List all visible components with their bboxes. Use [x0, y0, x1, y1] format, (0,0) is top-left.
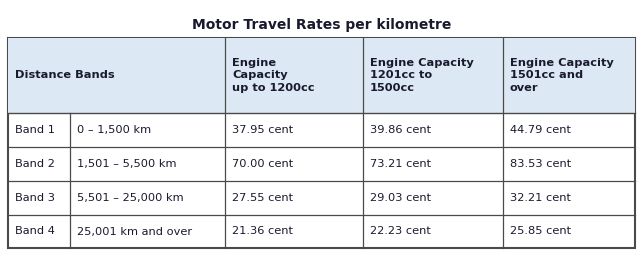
Text: 5,501 – 25,000 km: 5,501 – 25,000 km	[77, 193, 184, 203]
Text: 39.86 cent: 39.86 cent	[370, 125, 431, 135]
Bar	[8, 38, 635, 248]
Text: Engine Capacity
1501cc and
over: Engine Capacity 1501cc and over	[510, 58, 614, 93]
Text: 29.03 cent: 29.03 cent	[370, 193, 431, 203]
Text: 27.55 cent: 27.55 cent	[232, 193, 293, 203]
Text: 21.36 cent: 21.36 cent	[232, 226, 293, 236]
Text: Motor Travel Rates per kilometre: Motor Travel Rates per kilometre	[192, 18, 451, 32]
Text: 37.95 cent: 37.95 cent	[232, 125, 293, 135]
Text: Distance Bands: Distance Bands	[15, 70, 114, 80]
Text: 70.00 cent: 70.00 cent	[232, 159, 293, 169]
Text: 44.79 cent: 44.79 cent	[510, 125, 571, 135]
Text: 73.21 cent: 73.21 cent	[370, 159, 431, 169]
Bar	[8, 38, 635, 113]
Text: Band 3: Band 3	[15, 193, 55, 203]
Text: Engine
Capacity
up to 1200cc: Engine Capacity up to 1200cc	[232, 58, 314, 93]
Text: 32.21 cent: 32.21 cent	[510, 193, 571, 203]
Text: 25.85 cent: 25.85 cent	[510, 226, 571, 236]
Text: 0 – 1,500 km: 0 – 1,500 km	[77, 125, 151, 135]
Text: Engine Capacity
1201cc to
1500cc: Engine Capacity 1201cc to 1500cc	[370, 58, 474, 93]
Text: 83.53 cent: 83.53 cent	[510, 159, 571, 169]
Text: Band 4: Band 4	[15, 226, 55, 236]
Text: 1,501 – 5,500 km: 1,501 – 5,500 km	[77, 159, 176, 169]
Text: 22.23 cent: 22.23 cent	[370, 226, 431, 236]
Text: 25,001 km and over: 25,001 km and over	[77, 226, 192, 236]
Text: Band 1: Band 1	[15, 125, 55, 135]
Text: Band 2: Band 2	[15, 159, 55, 169]
